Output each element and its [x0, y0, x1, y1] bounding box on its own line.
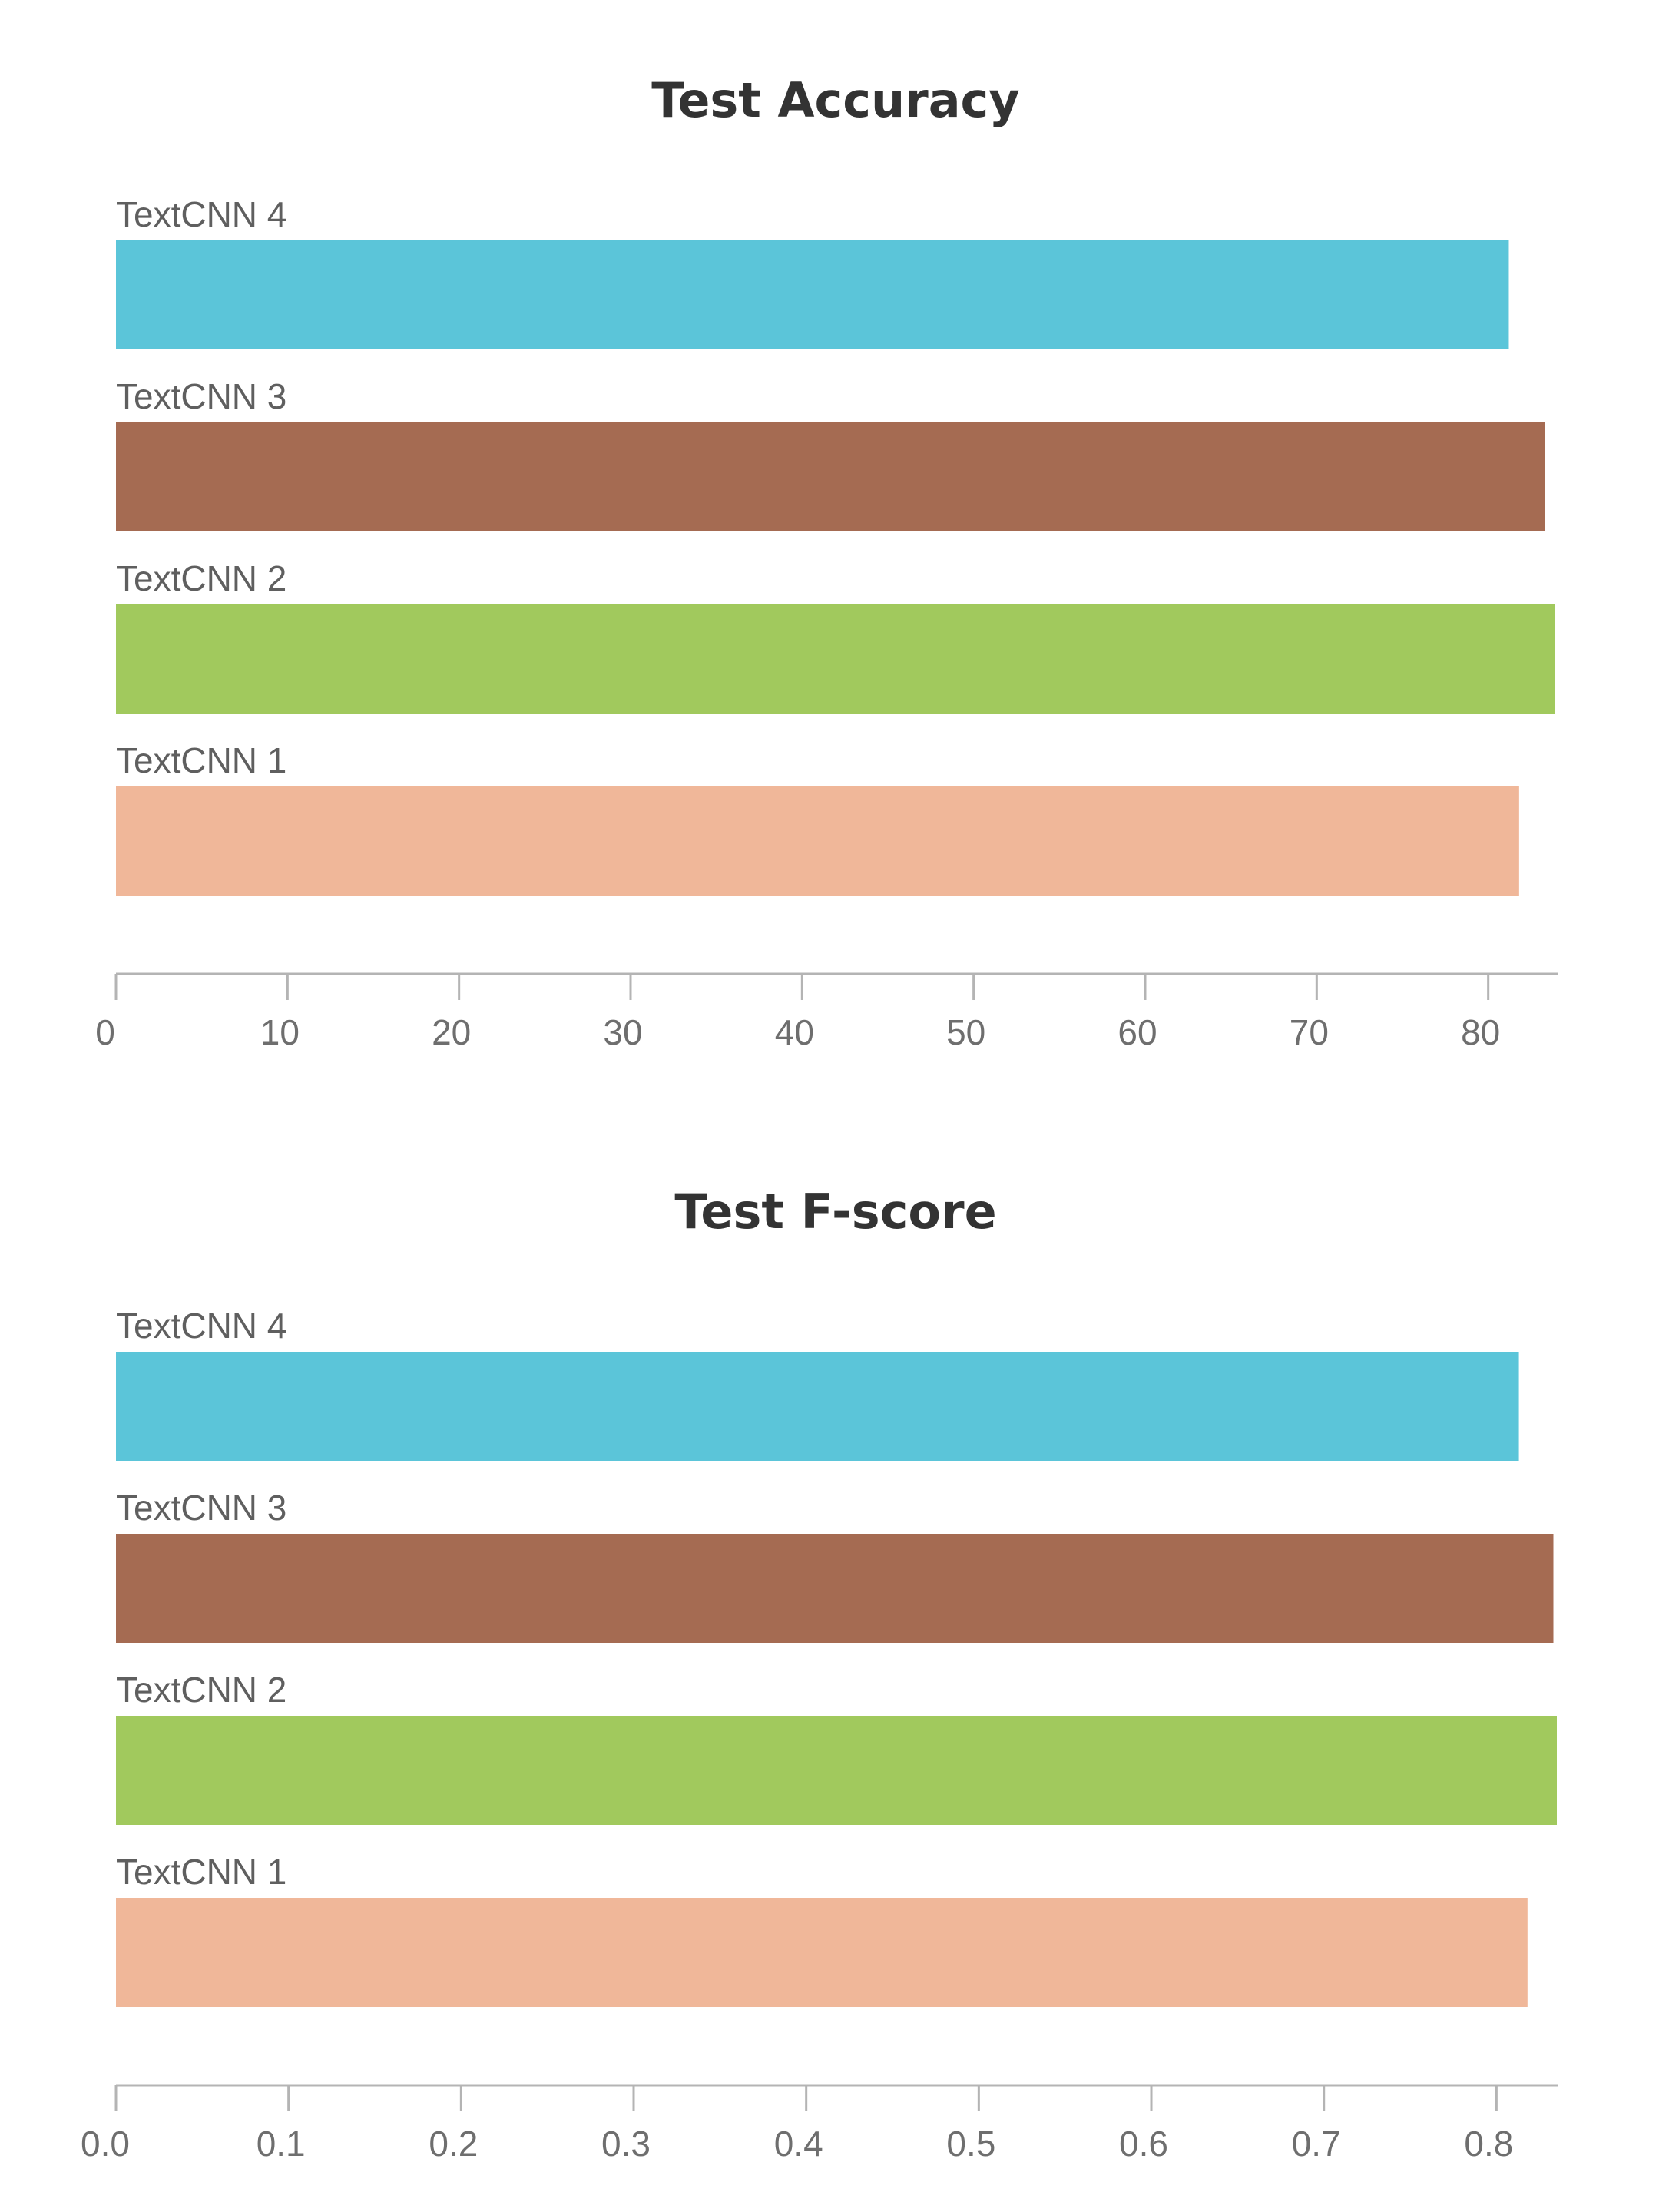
test-f-score-chart: Test F-score TextCNN 4 TextCNN 3 TextCNN 2 T…	[81, 1184, 1558, 2164]
bar-label: TextCNN 1	[116, 1852, 286, 1892]
bar-label: TextCNN 2	[116, 558, 286, 598]
bar-textcnn-2	[116, 604, 1555, 714]
chart-title: Test Accuracy	[651, 72, 1019, 128]
bar-textcnn-1	[116, 786, 1519, 896]
bar-textcnn-3	[116, 422, 1545, 531]
x-tick-label: 50	[946, 1012, 985, 1052]
bar-textcnn-2	[116, 1716, 1557, 1825]
x-tick-label: 30	[603, 1012, 642, 1052]
x-tick-label: 0.3	[601, 2124, 651, 2164]
x-tick-label: 0.8	[1464, 2124, 1513, 2164]
bar-textcnn-4	[116, 240, 1509, 349]
bar-textcnn-1	[116, 1898, 1528, 2007]
x-tick-label: 0.7	[1292, 2124, 1341, 2164]
x-tick-label: 0.1	[257, 2124, 306, 2164]
x-tick-label: 10	[260, 1012, 300, 1052]
x-tick-label: 0.4	[774, 2124, 823, 2164]
bar-label: TextCNN 3	[116, 1488, 286, 1528]
x-tick-label: 70	[1290, 1012, 1329, 1052]
chart-title: Test F-score	[674, 1184, 996, 1240]
x-tick-label: 0.6	[1119, 2124, 1168, 2164]
x-tick-label: 80	[1461, 1012, 1500, 1052]
bar-label: TextCNN 4	[116, 194, 286, 234]
x-tick-label: 40	[775, 1012, 814, 1052]
x-tick-label: 0.0	[81, 2124, 130, 2164]
x-tick-label: 60	[1118, 1012, 1157, 1052]
bar-label: TextCNN 3	[116, 376, 286, 416]
x-tick-label: 0.2	[429, 2124, 478, 2164]
bar-textcnn-4	[116, 1352, 1519, 1461]
bar-label: TextCNN 2	[116, 1670, 286, 1710]
x-tick-label: 20	[432, 1012, 471, 1052]
bar-textcnn-3	[116, 1534, 1554, 1643]
x-tick-label: 0.5	[946, 2124, 995, 2164]
bar-label: TextCNN 1	[116, 740, 286, 780]
test-accuracy-chart: Test Accuracy TextCNN 4 TextCNN 3 TextCNN 2…	[95, 72, 1558, 1052]
x-tick-label: 0	[95, 1012, 115, 1052]
bar-label: TextCNN 4	[116, 1306, 286, 1346]
